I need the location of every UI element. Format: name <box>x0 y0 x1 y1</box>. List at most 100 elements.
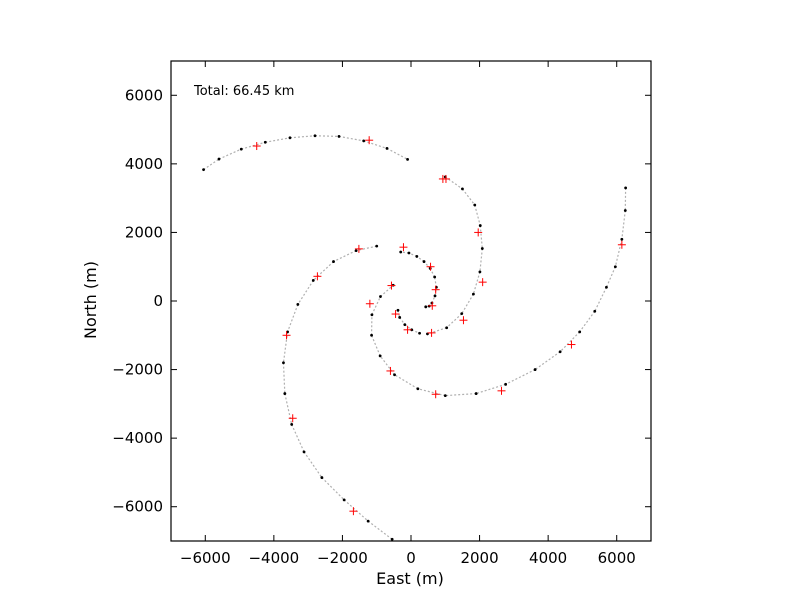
track-segment <box>434 276 437 288</box>
station-point <box>282 361 285 365</box>
track-segment <box>461 188 476 206</box>
station-point <box>407 251 411 255</box>
track-segment <box>411 329 420 334</box>
station-point <box>406 158 409 161</box>
station-point <box>320 476 324 479</box>
y-tick-label: 2000 <box>125 223 163 241</box>
annotation-total: Total: 66.45 km <box>193 84 294 99</box>
marked-stations <box>252 136 626 516</box>
track-segment <box>404 324 413 331</box>
station-point <box>613 265 617 269</box>
station-point <box>593 309 597 313</box>
station-point <box>378 354 382 358</box>
station-point <box>313 134 317 138</box>
track-segment <box>218 148 242 160</box>
station-point <box>370 333 373 337</box>
track-segment <box>363 140 388 149</box>
station-point <box>239 147 243 151</box>
station-point <box>461 187 464 191</box>
y-tick-label: 4000 <box>125 155 163 173</box>
marked-station-point <box>426 262 435 271</box>
x-tick-label: 4000 <box>529 549 567 567</box>
marked-station-point <box>478 278 487 287</box>
marked-station-point <box>365 136 374 145</box>
track-segment <box>394 374 419 390</box>
station-point <box>337 135 341 138</box>
station-point <box>375 244 379 248</box>
track-segment <box>399 317 406 326</box>
track-segment <box>444 176 463 190</box>
station-point <box>202 168 205 172</box>
track-segment <box>475 383 506 395</box>
track-segment <box>614 239 623 267</box>
track-segment <box>367 520 393 540</box>
station-point <box>311 279 315 282</box>
station-point <box>605 285 608 289</box>
station-point <box>472 292 475 296</box>
track-segment <box>408 252 418 257</box>
track-segment <box>314 135 340 138</box>
station-point <box>290 423 294 426</box>
marked-station-point <box>428 301 437 310</box>
marked-station-point <box>252 142 261 151</box>
track-segment <box>287 304 299 333</box>
station-point <box>396 308 400 312</box>
station-point <box>558 350 562 354</box>
station-point <box>332 260 335 263</box>
y-tick-label: −2000 <box>112 361 163 379</box>
station-point <box>578 330 582 334</box>
station-point <box>399 250 403 254</box>
x-tick-label: 2000 <box>460 549 498 567</box>
station-point <box>480 247 484 250</box>
station-point <box>283 392 287 395</box>
marked-station-point <box>431 390 440 399</box>
station-point <box>624 186 628 190</box>
station-point <box>533 368 537 371</box>
marked-station-point <box>431 285 440 294</box>
x-tick-label: 0 <box>406 549 416 567</box>
station-point <box>443 394 447 398</box>
track-segment <box>321 477 345 501</box>
station-point <box>362 139 366 143</box>
track-segment <box>579 310 596 333</box>
station-point <box>410 328 414 332</box>
marked-station-point <box>313 272 322 281</box>
station-point <box>433 275 437 279</box>
x-tick-label: −2000 <box>317 549 368 567</box>
station-point <box>422 260 426 263</box>
track-segment <box>203 158 220 171</box>
y-tick-label: −4000 <box>112 429 163 447</box>
marked-station-point <box>391 310 400 319</box>
marked-station-point <box>567 340 576 349</box>
y-axis-ticks: −6000 −4000 −2000 0 2000 4000 6000 <box>112 86 651 516</box>
marked-station-point <box>387 281 396 290</box>
station-point <box>398 316 402 319</box>
station-point <box>366 519 370 523</box>
marked-station-point <box>617 240 626 249</box>
track-segment <box>423 261 431 269</box>
track-segment <box>474 204 481 226</box>
track-segment <box>303 451 323 478</box>
station-point <box>473 203 477 207</box>
track-segment <box>312 261 334 281</box>
track-segment <box>282 362 286 394</box>
y-tick-label: 0 <box>153 292 163 310</box>
track-segment <box>445 392 477 397</box>
track-segment <box>534 351 561 371</box>
station-point <box>416 387 420 391</box>
station-point <box>620 237 624 241</box>
marked-station-point <box>427 328 436 337</box>
x-axis-ticks: −6000 −4000 −2000 0 2000 4000 6000 <box>180 61 636 567</box>
station-point <box>478 224 482 227</box>
track-segment <box>371 296 382 315</box>
station-point <box>474 392 478 395</box>
station-point <box>354 249 358 253</box>
y-tick-label: −6000 <box>112 498 163 516</box>
station-point <box>393 373 396 377</box>
track-segment <box>380 284 394 297</box>
station-point <box>379 295 382 298</box>
marked-station-point <box>403 325 412 334</box>
track-segment <box>559 331 581 353</box>
track-segment <box>297 280 314 305</box>
